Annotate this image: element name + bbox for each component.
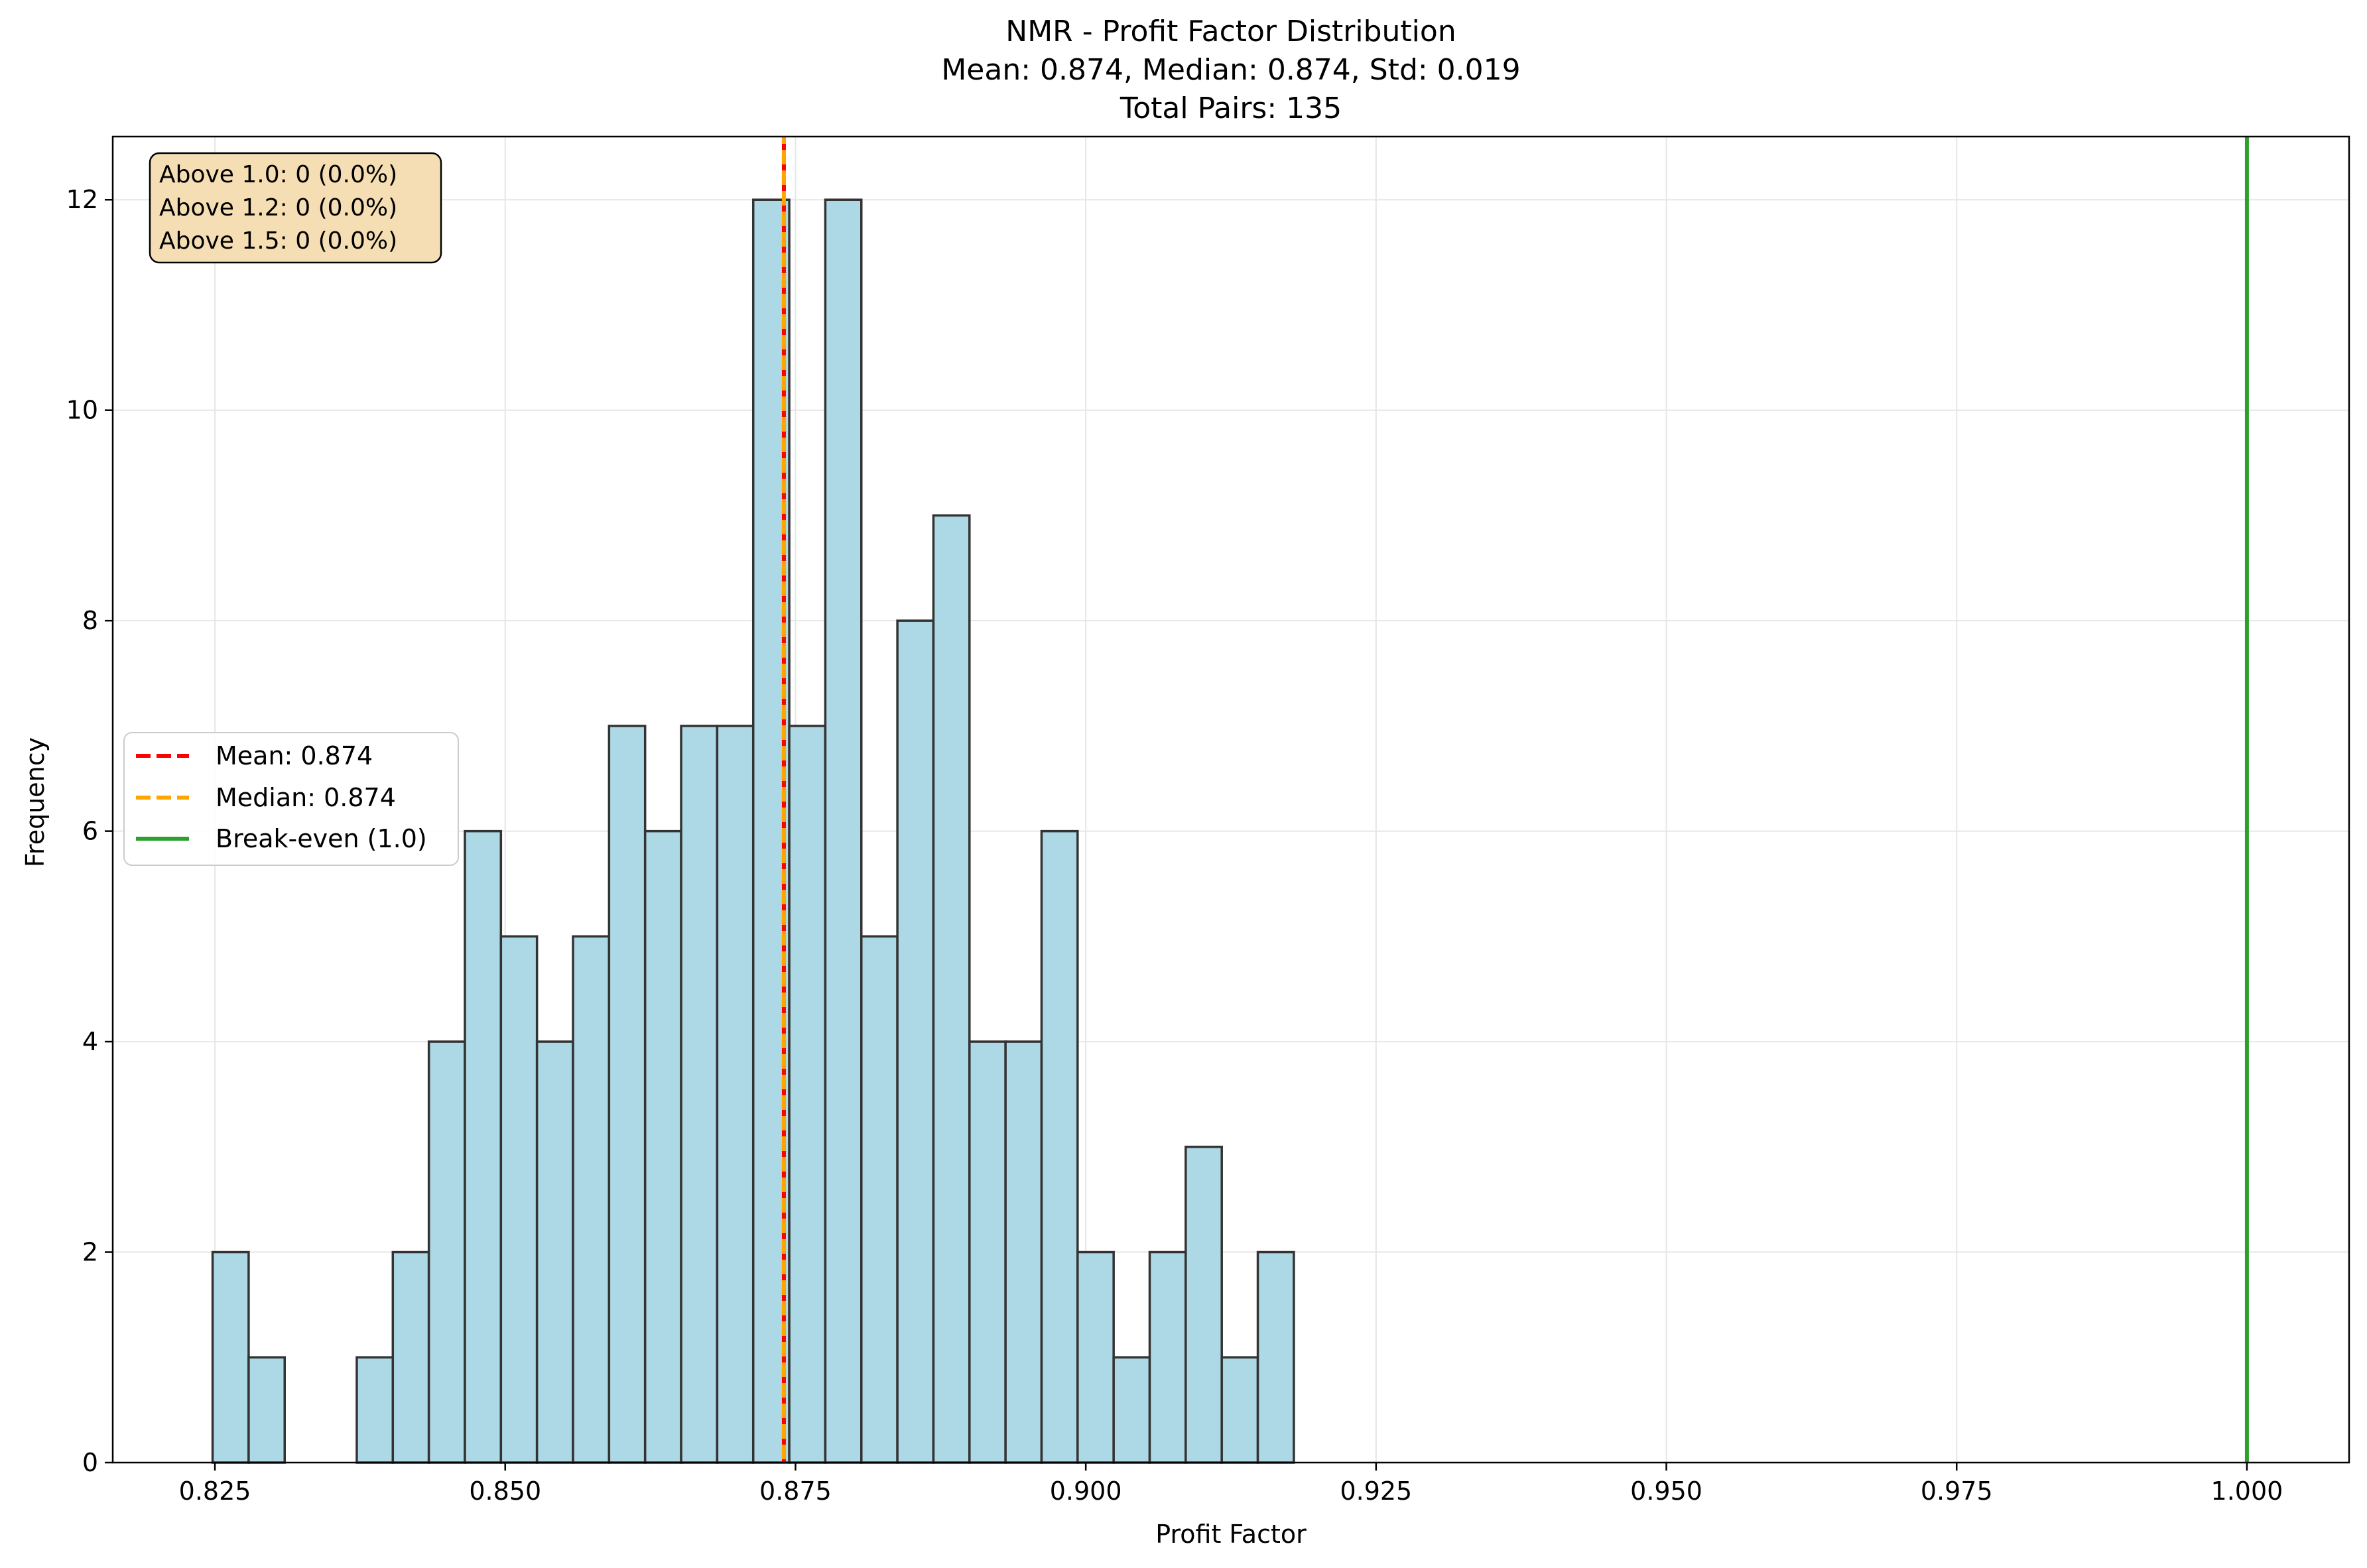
histogram-bar — [355, 1356, 395, 1464]
annotation-background — [149, 152, 442, 264]
histogram-bar — [535, 1040, 574, 1464]
y-tick-label: 4 — [82, 1027, 98, 1056]
legend-frame — [123, 732, 459, 866]
annotation-line-above-1-2: Above 1.2: 0 (0.0%) — [159, 194, 397, 221]
histogram-bar — [1220, 1356, 1259, 1464]
histogram-bar — [824, 198, 863, 1464]
histogram-bar — [788, 725, 827, 1464]
histogram-bar — [896, 619, 935, 1464]
x-tick-label: 0.925 — [1340, 1477, 1412, 1506]
histogram-bar — [1076, 1250, 1115, 1464]
histogram-bar — [968, 1040, 1007, 1464]
histogram-bar — [572, 935, 611, 1464]
histogram-bar — [1184, 1146, 1223, 1464]
plot-frame — [111, 135, 2350, 1464]
y-axis-ticks: 0 2 4 6 8 10 12 — [66, 185, 113, 1477]
histogram-bar — [1004, 1040, 1043, 1464]
x-tick-label: 0.975 — [1921, 1477, 1993, 1506]
y-tick-label: 10 — [66, 396, 98, 425]
y-tick-label: 6 — [82, 817, 98, 846]
annotation-line-above-1-5: Above 1.5: 0 (0.0%) — [159, 227, 397, 255]
legend: Mean: 0.874 Median: 0.874 Break-even (1.… — [123, 732, 459, 866]
histogram-bar — [643, 829, 682, 1464]
annotation-line-above-1-0: Above 1.0: 0 (0.0%) — [159, 161, 397, 188]
histogram-bar — [716, 725, 755, 1464]
histogram-bar — [391, 1250, 430, 1464]
histogram-bar — [860, 935, 899, 1464]
histogram-bars — [211, 198, 1295, 1464]
legend-label-mean: Mean: 0.874 — [216, 741, 373, 770]
reference-lines — [781, 137, 2249, 1463]
histogram-bar — [1112, 1356, 1151, 1464]
y-tick-label: 8 — [82, 606, 98, 635]
histogram-bar — [427, 1040, 466, 1464]
histogram-bar — [247, 1356, 287, 1464]
histogram-bar — [1040, 829, 1079, 1464]
y-tick-label: 2 — [82, 1238, 98, 1267]
histogram-bar — [1148, 1250, 1187, 1464]
histogram-bar — [932, 514, 971, 1464]
y-tick-label: 12 — [66, 185, 98, 214]
histogram-bar — [211, 1250, 250, 1464]
x-tick-label: 0.875 — [759, 1477, 832, 1506]
chart-title: NMR - Profit Factor Distribution — [1005, 15, 1456, 48]
x-tick-label: 0.950 — [1630, 1477, 1702, 1506]
x-tick-label: 0.850 — [469, 1477, 541, 1506]
y-axis-label: Frequency — [21, 737, 50, 867]
x-tick-label: 0.900 — [1050, 1477, 1122, 1506]
histogram-bar — [1256, 1250, 1295, 1464]
threshold-annotation-box: Above 1.0: 0 (0.0%) Above 1.2: 0 (0.0%) … — [149, 152, 442, 264]
y-tick-label: 0 — [82, 1448, 98, 1477]
x-axis-ticks: 0.825 0.850 0.875 0.900 0.925 0.950 0.975 1.000 — [179, 1463, 2283, 1506]
chart-subtitle-stats: Mean: 0.874, Median: 0.874, Std: 0.019 — [941, 53, 1520, 87]
histogram-bar — [499, 935, 539, 1464]
x-axis-label: Profit Factor — [1155, 1520, 1307, 1549]
x-tick-label: 0.825 — [179, 1477, 251, 1506]
legend-label-break-even: Break-even (1.0) — [216, 824, 427, 853]
legend-label-median: Median: 0.874 — [216, 783, 396, 812]
histogram-bar — [464, 829, 503, 1464]
x-tick-label: 1.000 — [2211, 1477, 2283, 1506]
histogram-bar — [680, 725, 719, 1464]
chart-subtitle-total: Total Pairs: 135 — [1120, 91, 1342, 125]
histogram-bar — [608, 725, 647, 1464]
